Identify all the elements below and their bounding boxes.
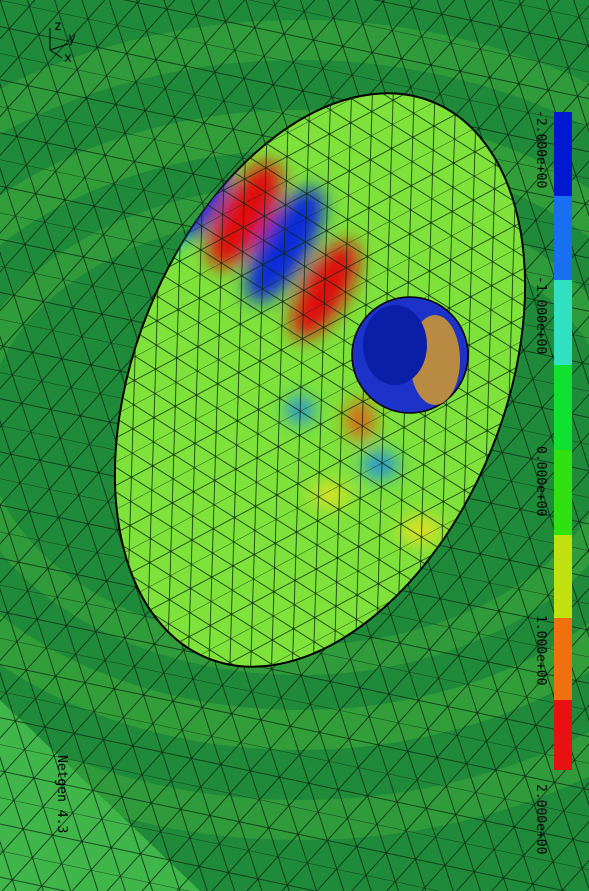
colorbar-label: 1.000e+00 [533, 615, 548, 685]
axis-label: z [54, 19, 62, 34]
axis-label: y [68, 31, 76, 46]
axis-label: x [64, 51, 72, 66]
colorbar: -2.000e+00 -1.000e+00 0.000e+00 1.000e+0… [533, 110, 572, 854]
colorbar-label: 2.000e+00 [533, 784, 548, 854]
colorbar-label: 0.000e+00 [533, 446, 548, 516]
colorbar-label: -1.000e+00 [533, 276, 548, 354]
colorbar-label: -2.000e+00 [533, 110, 548, 188]
axes-indicator: z y x [49, 19, 76, 66]
watermark: Netgen 4.3 [54, 755, 69, 833]
